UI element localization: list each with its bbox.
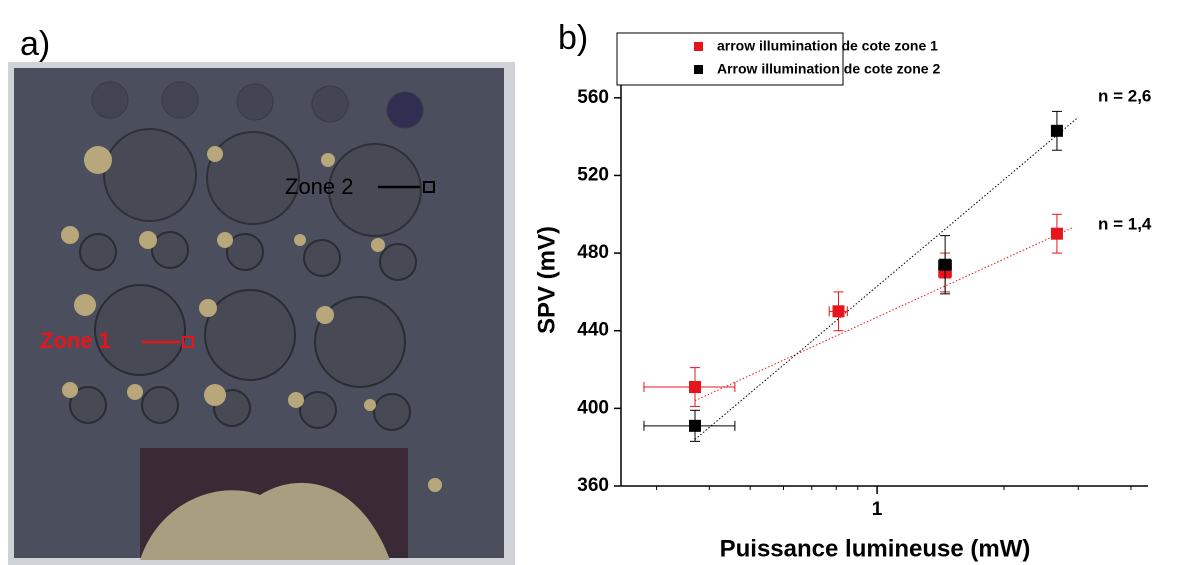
point [939, 258, 952, 271]
y-tick-label: 400 [577, 397, 609, 418]
legend-label: arrow illumination de cote zone 1 [717, 38, 938, 54]
zone-label: Zone 1 [40, 328, 111, 353]
y-tick-label: 360 [577, 475, 609, 496]
legend-swatch [694, 65, 703, 74]
legend-box [616, 32, 844, 86]
x-tick-label: 1 [872, 499, 883, 520]
panel-label: b) [558, 19, 588, 57]
photo [8, 62, 515, 565]
y-tick-label: 560 [577, 87, 609, 108]
y-tick-label: 480 [577, 242, 609, 263]
zone-label: Zone 2 [285, 174, 354, 199]
fit-annotation: n = 1,4 [1098, 214, 1152, 233]
y-tick-label: 440 [577, 320, 609, 341]
point [832, 305, 845, 318]
panel-label: a) [20, 25, 50, 63]
point [689, 381, 702, 394]
legend-label: Arrow illumination de cote zone 2 [717, 61, 940, 77]
fit-line [694, 116, 1079, 440]
point [689, 419, 702, 432]
legend-swatch [694, 42, 703, 51]
fit-annotation: n = 2,6 [1098, 87, 1151, 106]
x-axis-label: Puissance lumineuse (mW) [720, 535, 1031, 562]
point [1050, 124, 1063, 137]
fit-line [694, 227, 1073, 402]
point [1050, 227, 1063, 240]
y-tick-label: 520 [577, 164, 609, 185]
y-axis-label: SPV (mV) [533, 226, 560, 334]
